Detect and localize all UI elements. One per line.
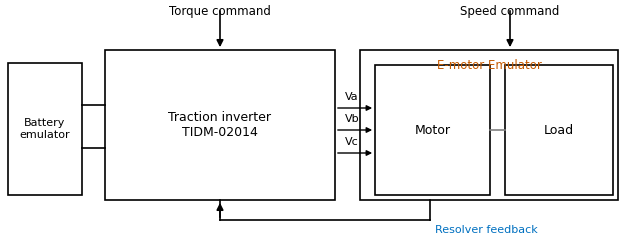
Bar: [505, 65, 613, 195]
Text: Traction inverter
TIDM-02014: Traction inverter TIDM-02014: [168, 111, 272, 139]
Bar: [8, 63, 82, 195]
Text: Va: Va: [345, 92, 359, 102]
Text: E-motor Emulator: E-motor Emulator: [436, 59, 541, 72]
Bar: [375, 65, 490, 195]
Text: Resolver feedback: Resolver feedback: [435, 225, 538, 235]
Text: Vb: Vb: [345, 114, 359, 124]
Bar: [105, 50, 335, 200]
Text: Motor: Motor: [414, 123, 451, 136]
Bar: [360, 50, 618, 200]
Text: Load: Load: [544, 123, 574, 136]
Text: Torque command: Torque command: [169, 5, 271, 18]
Text: Speed command: Speed command: [460, 5, 560, 18]
Text: Vc: Vc: [345, 137, 359, 147]
Text: Battery
emulator: Battery emulator: [19, 118, 70, 140]
